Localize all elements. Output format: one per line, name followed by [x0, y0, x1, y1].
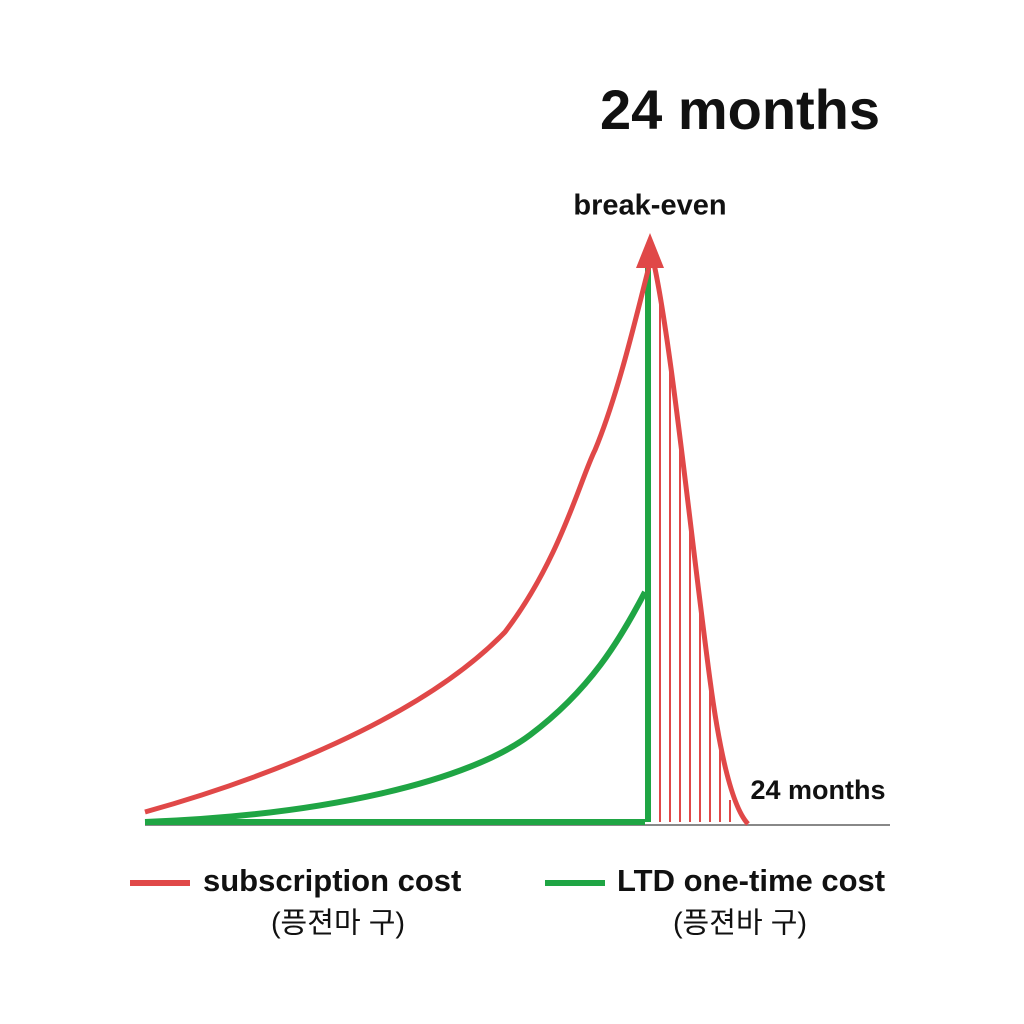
- subscription-curve: [144, 254, 750, 826]
- axis-end-label: 24 months: [750, 775, 885, 805]
- legend-note: (픙젼바 구): [673, 907, 807, 940]
- ltd-curve: [144, 262, 651, 825]
- peak-arrow: [636, 233, 664, 268]
- legend-label: subscription cost: [203, 863, 461, 898]
- title: 24 months: [600, 78, 880, 141]
- legend-label: LTD one-time cost: [617, 863, 885, 898]
- hatching: [659, 300, 731, 822]
- legend-note: (픙젼마 구): [271, 907, 405, 940]
- peak-label: break-even: [573, 190, 726, 222]
